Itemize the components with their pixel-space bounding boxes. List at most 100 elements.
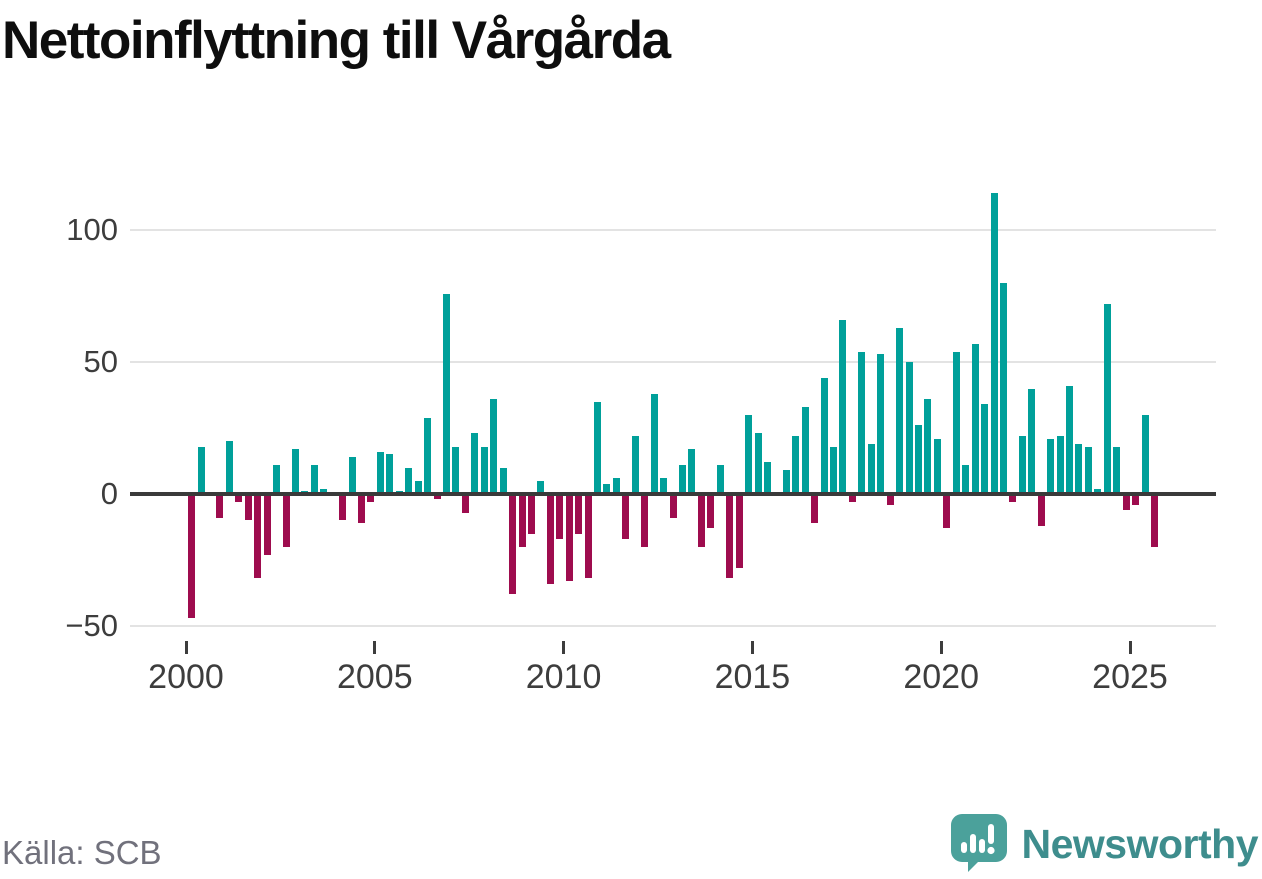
bar-negative [527,494,535,534]
bar-positive [660,478,668,494]
chart-title: Nettoinflyttning till Vårgårda [2,11,671,70]
gridline-100 [130,229,1216,232]
bar-negative [556,494,564,539]
y-axis-label: 50 [83,344,118,380]
bar-negative [697,494,705,547]
x-axis-label: 2020 [903,658,979,696]
bar-negative [1132,494,1140,505]
x-axis-tick [750,641,754,654]
bar-positive [877,354,885,494]
bar-negative [565,494,573,581]
bar-positive [490,399,498,494]
bar-positive [405,467,413,494]
bar-positive [801,407,809,494]
bar-negative [244,494,252,521]
bar-negative [886,494,894,505]
x-axis-label: 2010 [525,658,602,696]
brand-name: Newsworthy [1021,820,1259,867]
bar-positive [952,351,960,494]
bar-positive [792,436,800,494]
bar-positive [1047,438,1055,494]
bar-positive [867,443,875,494]
bar-negative [546,494,554,584]
bar-positive [348,457,356,494]
bar-positive [376,451,384,494]
bar-negative [726,494,734,579]
bar-negative [509,494,516,595]
bar-positive [197,446,205,494]
bar-negative [943,494,951,529]
bar-negative [433,494,441,500]
bar-negative [848,494,856,502]
bar-positive [839,320,847,494]
bar-positive [414,480,422,494]
bar-positive [896,327,904,494]
y-axis-label: 0 [100,476,118,511]
y-axis-label: 100 [66,212,118,248]
x-axis-tick [373,641,377,654]
gridline--50 [130,624,1216,627]
bar-positive [537,480,545,494]
x-axis-tick [1128,641,1132,654]
bar-positive [754,433,762,494]
x-axis-tick [184,641,188,654]
bar-positive [424,417,432,494]
x-axis-label: 2005 [336,658,413,696]
bar-negative [584,494,592,579]
bar-positive [1018,436,1026,494]
bar-positive [858,351,866,494]
bar-negative [641,494,649,547]
newsworthy-logo-icon [950,814,1007,872]
bar-negative [188,494,196,618]
bar-positive [320,488,328,494]
bar-negative [339,494,347,521]
bar-negative [235,494,243,502]
bar-negative [282,494,290,547]
bar-negative [622,494,630,539]
bar-negative [254,494,262,579]
bar-positive [603,483,611,494]
bar-positive [386,454,394,494]
x-axis-label: 2015 [714,658,791,696]
bar-negative [1122,494,1130,510]
bar-positive [1056,436,1064,494]
x-axis-label: 2025 [1092,658,1168,696]
bar-positive [830,446,837,494]
y-axis-label: −50 [65,607,118,643]
bar-negative [669,494,677,518]
bar-positive [471,433,479,494]
x-axis-label: 2000 [148,658,224,696]
bar-negative [735,494,743,568]
bar-positive [442,293,450,494]
bar-negative [1009,494,1017,502]
bar-positive [971,343,979,494]
bar-positive [999,283,1007,494]
bar-negative [1150,494,1158,547]
bar-positive [225,441,233,494]
bar-negative [575,494,583,534]
bar-negative [811,494,819,523]
brand-logo: Newsworthy [949,812,1259,876]
x-axis-tick [562,641,566,654]
bar-positive [1103,304,1111,494]
bar-positive [745,414,752,494]
bar-positive [650,393,658,494]
bar-positive [1075,443,1083,494]
bar-negative [358,494,365,523]
bar-negative [216,494,224,518]
source-note: Källa: SCB [2,834,162,871]
bar-positive [924,399,932,494]
x-axis-tick [939,641,943,654]
bar-positive [1094,488,1102,494]
bar-positive [273,465,280,494]
bar-negative [707,494,715,529]
bar-positive [688,449,696,494]
bar-positive [716,465,724,494]
bar-positive [631,436,639,494]
bar-positive [763,462,771,494]
bar-positive [1113,446,1121,494]
bar-positive [480,446,488,494]
bar-negative [518,494,526,547]
bar-positive [612,478,620,494]
